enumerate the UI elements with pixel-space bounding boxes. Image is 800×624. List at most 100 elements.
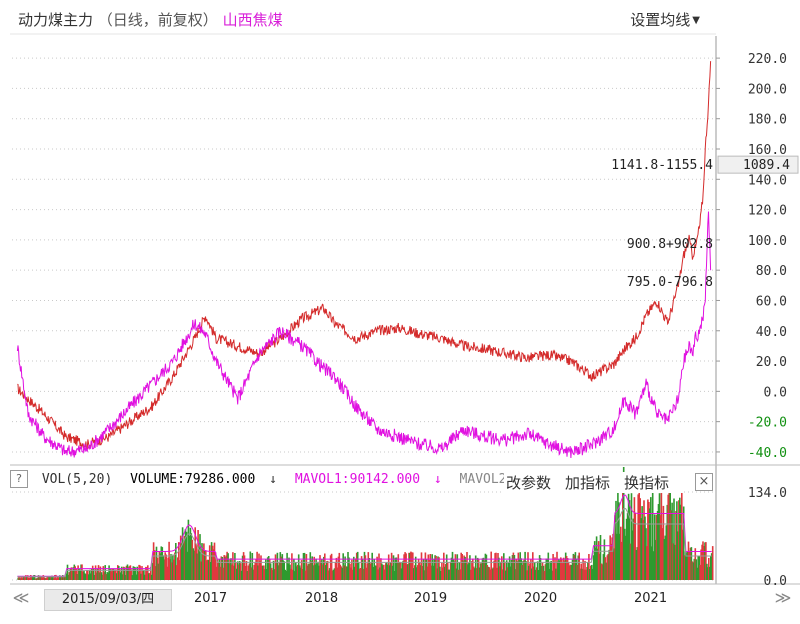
volume-bar	[560, 557, 562, 580]
volume-bar	[424, 552, 427, 580]
scroll-right-button[interactable]: ≫	[774, 588, 792, 607]
volume-bar	[254, 562, 256, 580]
volume-bar	[401, 562, 403, 580]
volume-bar	[166, 566, 168, 580]
volume-bar	[684, 551, 687, 580]
compare-instrument[interactable]: 山西焦煤	[222, 11, 283, 29]
y-tick-label: 0.0	[764, 574, 787, 589]
volume-bar	[679, 497, 681, 580]
help-icon[interactable]: ?	[10, 470, 28, 488]
volume-bar	[312, 565, 314, 580]
volume-bar	[305, 554, 308, 580]
mavol2-line	[17, 508, 712, 578]
volume-bar	[204, 550, 206, 580]
ma-settings-dropdown[interactable]: 设置均线 ▼	[630, 9, 700, 30]
volume-bar	[564, 552, 567, 580]
volume-bar	[112, 568, 114, 580]
volume-bar	[286, 552, 288, 580]
volume-bar	[180, 543, 183, 580]
volume-bar	[42, 575, 45, 580]
volume-bar	[629, 543, 632, 580]
volume-bar	[28, 577, 30, 580]
volume-bar	[296, 566, 298, 580]
volume-bar	[196, 553, 198, 580]
volume-bar	[109, 568, 111, 580]
volume-bar	[187, 519, 190, 580]
volume-bar	[506, 567, 509, 580]
volume-bar	[298, 565, 301, 580]
volume-bar	[394, 557, 397, 580]
volume-bar	[405, 553, 407, 580]
volume-bar	[499, 566, 501, 580]
arrow-down-icon: ↓	[433, 471, 442, 487]
volume-bar	[333, 568, 336, 580]
volume-bar	[373, 559, 375, 580]
volume-bar	[520, 558, 522, 580]
volume-bar	[518, 558, 521, 580]
current-price-badge	[717, 155, 799, 174]
volume-bar	[248, 563, 251, 580]
close-icon[interactable]: ×	[695, 473, 713, 491]
volume-bar	[598, 553, 601, 580]
volume-bar	[585, 569, 587, 580]
add-indicator-button[interactable]: 加指标	[565, 474, 611, 492]
volume-bar	[675, 511, 677, 580]
volume-bar	[317, 561, 319, 580]
volume-bar	[92, 568, 95, 580]
volume-bar	[450, 557, 453, 580]
volume-bar	[185, 531, 188, 580]
volume-bar	[669, 492, 671, 580]
switch-indicator-button[interactable]: 换指标	[624, 474, 670, 492]
y-tick-label: 140.0	[748, 173, 787, 188]
volume-bar	[537, 570, 540, 580]
volume-bar	[273, 569, 276, 580]
volume-bar	[24, 577, 26, 580]
volume-bar	[559, 560, 561, 580]
volume-bar	[448, 569, 451, 580]
volume-bar	[284, 569, 286, 580]
volume-bar	[578, 552, 580, 580]
volume-bar	[430, 565, 432, 580]
main-price-line	[17, 61, 712, 449]
y-tick-label: 60.0	[756, 294, 787, 309]
volume-bar	[487, 566, 490, 580]
volume-bar	[691, 561, 694, 580]
y-tick-label: 80.0	[756, 264, 787, 279]
volume-bar	[301, 569, 304, 580]
volume-bar	[590, 565, 592, 580]
volume-bar	[65, 573, 68, 580]
volume-bar	[158, 551, 161, 580]
volume-bar	[346, 566, 348, 580]
volume-bar	[176, 565, 178, 580]
volume-bar	[300, 560, 303, 580]
volume-bar	[231, 564, 233, 580]
volume-bar	[648, 502, 650, 580]
volume-bar	[544, 564, 547, 580]
year-label: 2021	[634, 591, 668, 606]
volume-bar	[162, 555, 165, 580]
volume-bar	[17, 577, 19, 580]
y-tick-label: 220.0	[748, 52, 787, 67]
volume-bar	[285, 571, 287, 580]
scroll-left-button[interactable]: ≪	[12, 588, 30, 607]
volume-bar	[489, 569, 491, 580]
volume-bar	[209, 562, 212, 580]
volume-bar	[98, 572, 101, 580]
volume-bar	[358, 568, 361, 580]
change-params-button[interactable]: 改参数	[506, 474, 552, 492]
volume-bar	[480, 563, 483, 580]
y-tick-label: 134.0	[748, 486, 787, 501]
indicator-buttons: 改参数 加指标 换指标	[504, 472, 684, 493]
volume-bar	[635, 550, 638, 580]
volume-bar	[555, 568, 557, 580]
volume-bar	[337, 556, 340, 580]
volume-bar	[299, 567, 302, 580]
volume-bar	[263, 565, 265, 580]
volume-bar	[202, 548, 204, 580]
volume-bar	[444, 564, 447, 580]
volume-bar	[115, 569, 117, 580]
volume-bar	[188, 535, 191, 580]
volume-bar	[571, 559, 574, 580]
volume-bar	[677, 531, 679, 580]
